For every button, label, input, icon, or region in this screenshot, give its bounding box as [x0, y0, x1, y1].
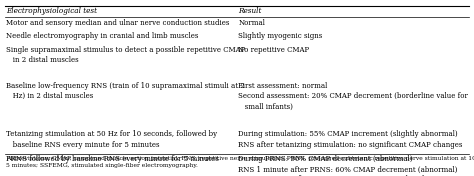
Text: Electrophysiological test: Electrophysiological test — [6, 7, 97, 15]
Text: Motor and sensory median and ulnar nerve conduction studies: Motor and sensory median and ulnar nerve… — [6, 19, 229, 27]
Text: Normal: Normal — [238, 19, 265, 27]
Text: Tetanizing stimulation at 50 Hz for 10 seconds, followed by
   baseline RNS ever: Tetanizing stimulation at 50 Hz for 10 s… — [6, 130, 217, 149]
Text: Result: Result — [238, 7, 262, 15]
Text: Slightly myogenic signs: Slightly myogenic signs — [238, 32, 323, 40]
Text: Abbreviations: CMAP, compound muscle action potential; RNS, repetitive nerve sti: Abbreviations: CMAP, compound muscle act… — [6, 156, 474, 168]
Text: During PRNS: 90% CMAP decrement (abnormal)
RNS 1 minute after PRNS: 60% CMAP dec: During PRNS: 90% CMAP decrement (abnorma… — [238, 155, 458, 176]
Text: First assessment: normal
Second assessment: 20% CMAP decrement (borderline value: First assessment: normal Second assessme… — [238, 82, 468, 110]
Text: During stimulation: 55% CMAP increment (slightly abnormal)
RNS after tetanizing : During stimulation: 55% CMAP increment (… — [238, 130, 463, 149]
Text: Baseline low-frequency RNS (train of 10 supramaximal stimuli at 2
   Hz) in 2 di: Baseline low-frequency RNS (train of 10 … — [6, 82, 245, 100]
Text: Needle electromyography in cranial and limb muscles: Needle electromyography in cranial and l… — [6, 32, 199, 40]
Text: Single supramaximal stimulus to detect a possible repetitive CMAP
   in 2 distal: Single supramaximal stimulus to detect a… — [6, 46, 246, 64]
Text: PRNS followed by baseline RNS every minute for 5 minutes: PRNS followed by baseline RNS every minu… — [6, 155, 219, 163]
Text: No repetitive CMAP: No repetitive CMAP — [238, 46, 310, 54]
